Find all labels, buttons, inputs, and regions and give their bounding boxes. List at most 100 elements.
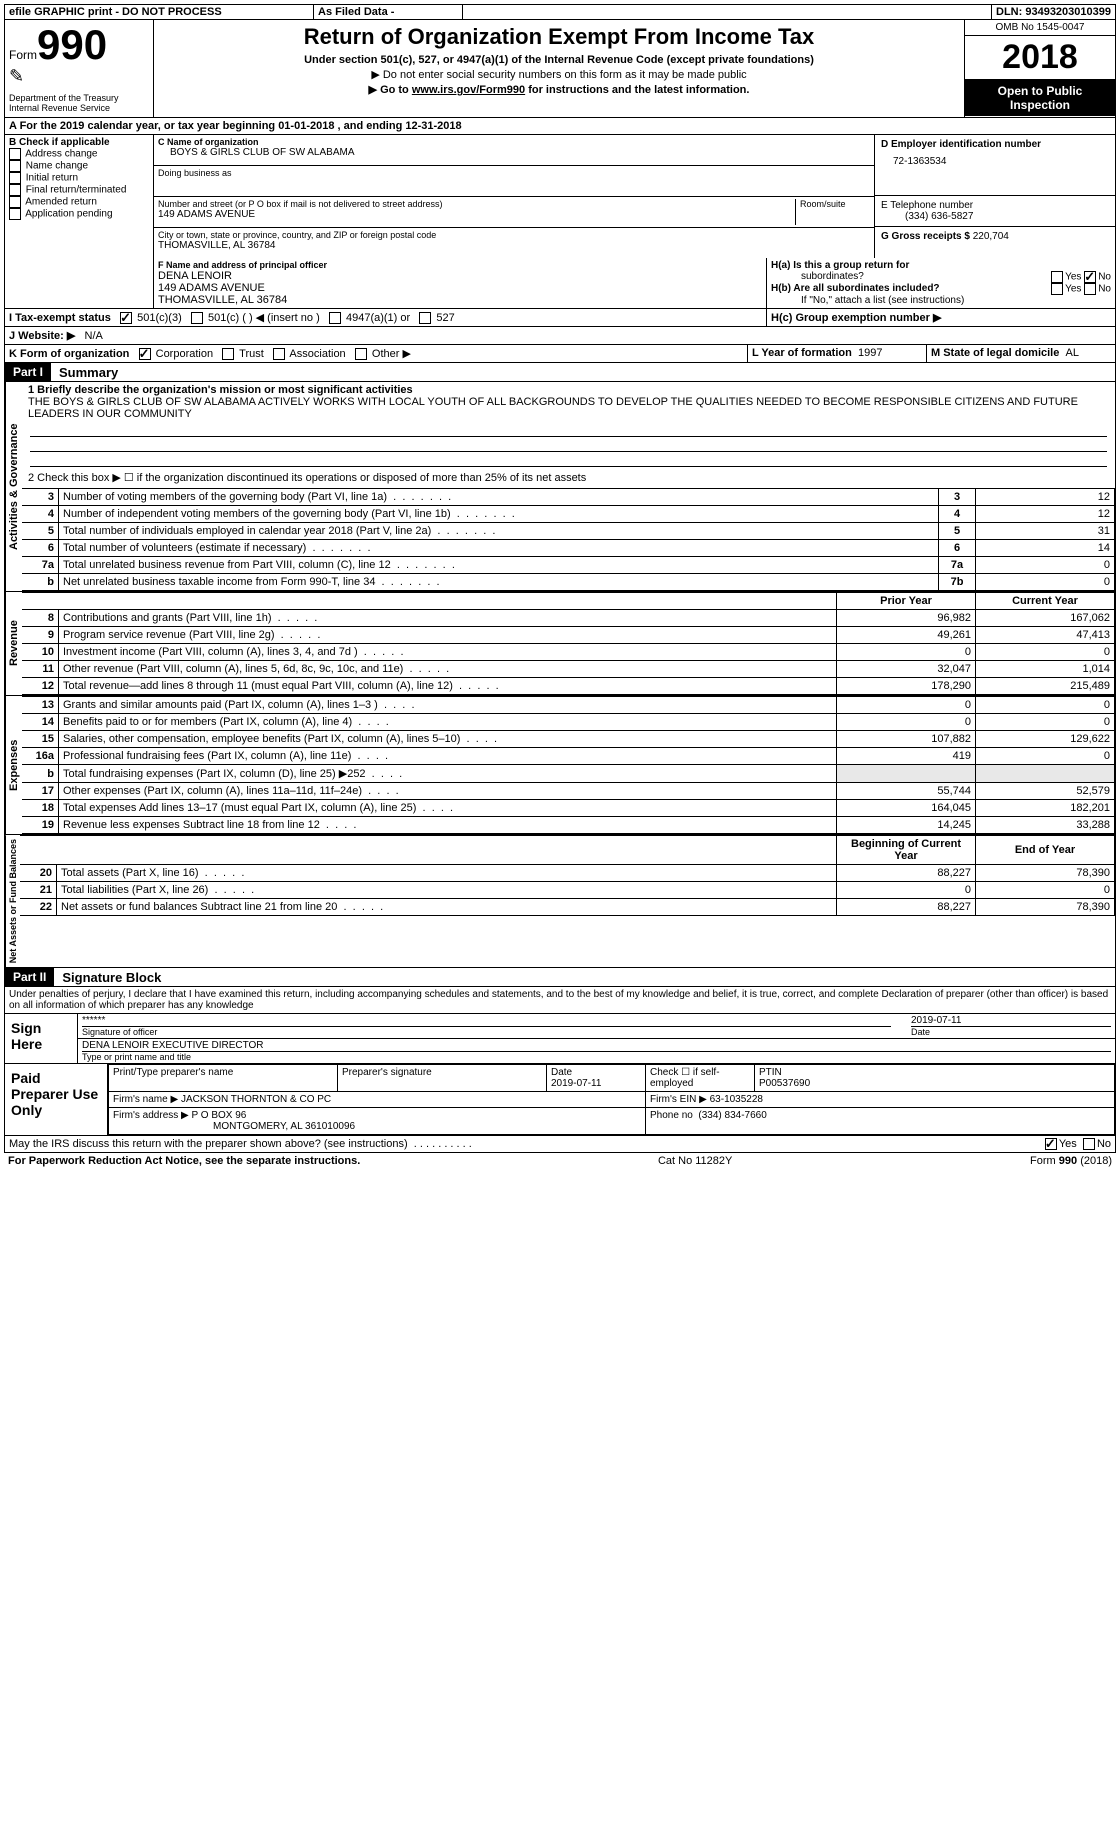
ha-no: No (1098, 272, 1111, 283)
expense-row: bTotal fundraising expenses (Part IX, co… (22, 765, 1115, 783)
entity-info: B Check if applicable Address change Nam… (4, 135, 1116, 258)
prep-date: 2019-07-11 (551, 1078, 601, 1089)
subtitle-2: Do not enter social security numbers on … (383, 69, 747, 81)
revenue-label: Revenue (5, 592, 22, 695)
footer-left: For Paperwork Reduction Act Notice, see … (8, 1155, 360, 1167)
b-checkbox[interactable] (9, 160, 21, 172)
discuss-yes-checkbox[interactable] (1045, 1138, 1057, 1150)
gov-row: 4Number of independent voting members of… (22, 506, 1115, 523)
k-trust-checkbox[interactable] (222, 348, 234, 360)
k-other-checkbox[interactable] (355, 348, 367, 360)
gov-row: 6Total number of volunteers (estimate if… (22, 540, 1115, 557)
net-assets-section: Net Assets or Fund Balances Beginning of… (4, 835, 1116, 968)
m-label: M State of legal domicile (931, 347, 1059, 359)
room-label: Room/suite (796, 199, 870, 225)
l-label: L Year of formation (752, 347, 852, 359)
i-o2: 501(c) ( ) ◀ (insert no ) (208, 312, 320, 324)
hb-yes-checkbox[interactable] (1051, 283, 1063, 295)
irs-label: Internal Revenue Service (9, 103, 149, 113)
net-row: 20Total assets (Part X, line 16) . . . .… (20, 865, 1115, 882)
activities-governance: Activities & Governance 1 Briefly descri… (4, 382, 1116, 592)
h-note: If "No," attach a list (see instructions… (771, 295, 1111, 306)
gov-row: bNet unrelated business taxable income f… (22, 574, 1115, 591)
governance-table: 3Number of voting members of the governi… (22, 488, 1115, 591)
tel-label: E Telephone number (881, 200, 1109, 211)
i-o3: 4947(a)(1) or (346, 312, 410, 324)
hb-no-checkbox[interactable] (1084, 283, 1096, 295)
printed-name-label: Type or print name and title (82, 1051, 1111, 1062)
mission-text: THE BOYS & GIRLS CLUB OF SW ALABAMA ACTI… (28, 396, 1078, 420)
revenue-row: 12Total revenue—add lines 8 through 11 (… (22, 678, 1115, 695)
section-d: D Employer identification number 72-1363… (875, 135, 1115, 258)
perjury-declaration: Under penalties of perjury, I declare th… (4, 987, 1116, 1014)
firm-ein-label: Firm's EIN ▶ (650, 1094, 707, 1105)
b-checkbox[interactable] (9, 184, 21, 196)
section-b: B Check if applicable Address change Nam… (5, 135, 154, 258)
tax-year: 2018 (965, 36, 1115, 80)
preparer-label: Paid Preparer Use Only (5, 1064, 107, 1135)
b-option: Application pending (9, 208, 149, 220)
net-table: Beginning of Current YearEnd of Year20To… (20, 835, 1115, 916)
line2-text: 2 Check this box ▶ ☐ if the organization… (22, 467, 1115, 488)
b-checkbox[interactable] (9, 172, 21, 184)
k-assoc-checkbox[interactable] (273, 348, 285, 360)
subtitle-1: Under section 501(c), 527, or 4947(a)(1)… (162, 54, 956, 66)
i-label: I Tax-exempt status (9, 312, 111, 324)
irs-link[interactable]: www.irs.gov/Form990 (412, 84, 525, 96)
open-public: Open to Public Inspection (965, 80, 1115, 116)
prep-sig-label: Preparer's signature (338, 1065, 547, 1092)
h-b-label: H(b) Are all subordinates included? (771, 283, 940, 294)
city-label: City or town, state or province, country… (158, 230, 870, 240)
part1-title: Summary (51, 365, 118, 380)
expense-row: 16aProfessional fundraising fees (Part I… (22, 748, 1115, 765)
revenue-row: 11Other revenue (Part VIII, column (A), … (22, 661, 1115, 678)
b-checkbox[interactable] (9, 208, 21, 220)
revenue-row: 9Program service revenue (Part VIII, lin… (22, 627, 1115, 644)
h-a2: subordinates? (801, 271, 864, 283)
ha-no-checkbox[interactable] (1084, 271, 1096, 283)
k-other: Other ▶ (372, 348, 411, 360)
b-checkbox[interactable] (9, 148, 21, 160)
b-option: Name change (9, 160, 149, 172)
i-501c3-checkbox[interactable] (120, 312, 132, 324)
org-name: BOYS & GIRLS CLUB OF SW ALABAMA (158, 147, 870, 158)
part1-header: Part I Summary (4, 363, 1116, 382)
sig-date-label: Date (911, 1026, 1111, 1037)
officer-printed-name: DENA LENOIR EXECUTIVE DIRECTOR (82, 1040, 1111, 1051)
i-527-checkbox[interactable] (419, 312, 431, 324)
form-header: Form990 ✎ Department of the Treasury Int… (4, 20, 1116, 118)
tax-exempt-row: I Tax-exempt status 501(c)(3) 501(c) ( )… (4, 309, 1116, 327)
top-bar: efile GRAPHIC print - DO NOT PROCESS As … (4, 4, 1116, 20)
part2-label: Part II (5, 968, 54, 986)
discuss-no-checkbox[interactable] (1083, 1138, 1095, 1150)
revenue-row: 8Contributions and grants (Part VIII, li… (22, 610, 1115, 627)
i-4947-checkbox[interactable] (329, 312, 341, 324)
ha-yes-checkbox[interactable] (1051, 271, 1063, 283)
form-title: Return of Organization Exempt From Incom… (162, 24, 956, 50)
discuss-question: May the IRS discuss this return with the… (9, 1138, 408, 1150)
expense-row: 15Salaries, other compensation, employee… (22, 731, 1115, 748)
ein-label: D Employer identification number (881, 139, 1109, 150)
gov-row: 3Number of voting members of the governi… (22, 489, 1115, 506)
goto-pre: Go to (380, 84, 412, 96)
discuss-yes: Yes (1059, 1138, 1077, 1150)
h-a-label: H(a) Is this a group return for (771, 260, 909, 271)
firm-ein: 63-1035228 (710, 1094, 763, 1105)
hb-no: No (1098, 284, 1111, 295)
prep-selfemp: Check ☐ if self-employed (646, 1065, 755, 1092)
org-form-row: K Form of organization Corporation Trust… (4, 345, 1116, 363)
revenue-table: Prior YearCurrent Year8Contributions and… (22, 592, 1115, 695)
expense-row: 19Revenue less expenses Subtract line 18… (22, 817, 1115, 834)
officer-addr1: 149 ADAMS AVENUE (158, 282, 762, 294)
i-501c-checkbox[interactable] (191, 312, 203, 324)
k-corp: Corporation (156, 348, 213, 360)
k-corp-checkbox[interactable] (139, 348, 151, 360)
b-checkbox[interactable] (9, 196, 21, 208)
formation-year: 1997 (858, 347, 882, 359)
sig-label: Signature of officer (82, 1026, 891, 1037)
row-a-tax-year: A For the 2019 calendar year, or tax yea… (4, 118, 1116, 135)
h-c-label: H(c) Group exemption number ▶ (767, 309, 1115, 326)
firm-addr-label: Firm's address ▶ (113, 1110, 189, 1121)
prep-date-label: Date (551, 1067, 572, 1078)
header-left: Form990 ✎ Department of the Treasury Int… (5, 20, 154, 117)
